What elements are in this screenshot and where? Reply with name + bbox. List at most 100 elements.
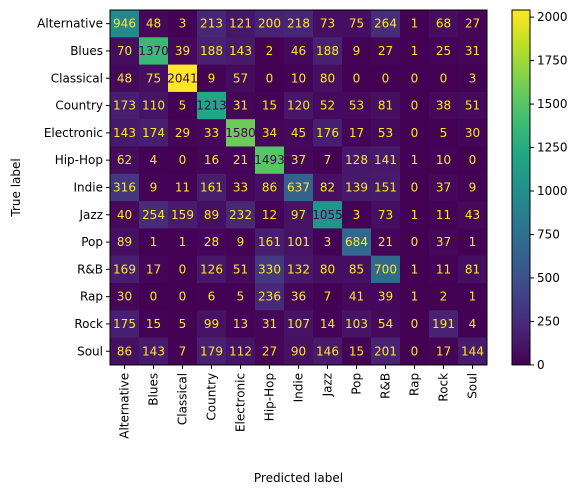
y-tick-label: Electronic <box>44 126 103 140</box>
heatmap-cell-label: 200 <box>258 17 281 31</box>
heatmap-cell <box>110 337 140 366</box>
heatmap-cell <box>110 64 140 93</box>
heatmap-cell <box>342 201 372 229</box>
heatmap-cell <box>110 255 140 284</box>
heatmap-cell <box>168 228 198 257</box>
heatmap-cell <box>313 37 343 66</box>
heatmap-cell-label: 41 <box>349 290 364 304</box>
heatmap-cell-label: 51 <box>233 262 248 276</box>
heatmap-cell <box>313 91 343 120</box>
heatmap-cell <box>110 37 140 66</box>
heatmap-cell <box>284 255 314 284</box>
heatmap-cell <box>342 91 372 120</box>
heatmap-cell <box>226 228 256 257</box>
heatmap-cell <box>342 64 372 93</box>
heatmap-cell-label: 7 <box>324 153 332 167</box>
heatmap-cell-label: 30 <box>465 126 480 140</box>
heatmap-cell-label: 0 <box>411 180 419 194</box>
heatmap-cell-label: 112 <box>229 344 252 358</box>
heatmap-cell-label: 1 <box>411 44 419 58</box>
heatmap-cell-label: 0 <box>411 126 419 140</box>
heatmap-cell-label: 0 <box>266 71 274 85</box>
heatmap-cell-label: 11 <box>436 208 451 222</box>
heatmap-cell-label: 37 <box>436 235 451 249</box>
heatmap-cell-label: 17 <box>436 344 451 358</box>
heatmap-cell <box>429 146 459 175</box>
heatmap-cell-label: 218 <box>287 17 310 31</box>
x-tick-label: R&B <box>379 373 393 399</box>
heatmap-cell <box>313 10 343 38</box>
heatmap-cell <box>400 64 430 93</box>
heatmap-cell-label: 75 <box>349 17 364 31</box>
heatmap-cell <box>197 201 227 229</box>
heatmap-cell <box>458 228 488 257</box>
heatmap-cell-label: 0 <box>150 290 158 304</box>
heatmap-cell-label: 1055 <box>312 208 343 222</box>
heatmap-cell-label: 33 <box>204 126 219 140</box>
heatmap-cell-label: 39 <box>378 290 393 304</box>
x-tick-label: Electronic <box>234 373 248 432</box>
heatmap-cell-label: 9 <box>237 235 245 249</box>
heatmap-cell-label: 2 <box>440 290 448 304</box>
heatmap-cell-label: 10 <box>291 71 306 85</box>
heatmap-cell <box>139 255 169 284</box>
y-axis-label: True label <box>9 158 23 217</box>
heatmap-cell-label: 173 <box>113 99 136 113</box>
heatmap-cell-label: 946 <box>113 17 136 31</box>
heatmap-cell <box>255 201 285 229</box>
heatmap-cell <box>197 283 227 311</box>
heatmap-cell-label: 120 <box>287 99 310 113</box>
heatmap-cell <box>197 91 227 120</box>
heatmap-cell-label: 188 <box>200 44 223 58</box>
heatmap-cell-label: 316 <box>113 180 136 194</box>
heatmap-cell <box>168 201 198 229</box>
heatmap-cell <box>139 201 169 229</box>
heatmap-cell-label: 70 <box>117 44 132 58</box>
heatmap-cell-label: 16 <box>204 153 219 167</box>
colorbar-tick-label: 750 <box>537 227 560 241</box>
heatmap-cell <box>400 201 430 229</box>
heatmap-cells <box>110 10 488 366</box>
heatmap-cell-label: 1370 <box>138 44 169 58</box>
heatmap-cell <box>255 119 285 147</box>
heatmap-cell <box>139 228 169 257</box>
heatmap-cell <box>197 337 227 366</box>
heatmap-cell-label: 89 <box>204 208 219 222</box>
heatmap-cell-label: 7 <box>179 344 187 358</box>
heatmap-cell-label: 236 <box>258 290 281 304</box>
colorbar-tick-label: 1750 <box>537 54 568 68</box>
heatmap-cell <box>342 228 372 257</box>
heatmap-cell <box>458 91 488 120</box>
heatmap-cell-label: 1213 <box>196 99 227 113</box>
heatmap-cell <box>400 91 430 120</box>
heatmap-cell-label: 9 <box>353 44 361 58</box>
y-tick-label: Blues <box>70 44 103 58</box>
heatmap-cell <box>168 310 198 339</box>
heatmap-cell <box>400 173 430 202</box>
heatmap-cell-label: 31 <box>233 99 248 113</box>
heatmap-cell <box>284 119 314 147</box>
heatmap-cell <box>458 119 488 147</box>
heatmap-cell-label: 1580 <box>225 126 256 140</box>
colorbar <box>511 9 531 366</box>
y-tick-label: Indie <box>74 180 103 194</box>
heatmap-cell-label: 3 <box>324 235 332 249</box>
heatmap-cell <box>313 310 343 339</box>
heatmap-cell-label: 121 <box>229 17 252 31</box>
heatmap-cell-label: 80 <box>320 71 335 85</box>
heatmap-cell <box>429 310 459 339</box>
heatmap-cell-label: 169 <box>113 262 136 276</box>
heatmap-cell <box>168 283 198 311</box>
heatmap-cell-label: 191 <box>432 317 455 331</box>
heatmap-cell <box>371 228 401 257</box>
heatmap-cell-label: 1 <box>469 235 477 249</box>
heatmap-cell <box>429 173 459 202</box>
heatmap-cell-label: 0 <box>469 153 477 167</box>
heatmap-cell <box>429 255 459 284</box>
heatmap-cell <box>400 37 430 66</box>
heatmap-cell <box>139 283 169 311</box>
heatmap-cell <box>197 64 227 93</box>
heatmap-cell-label: 1 <box>411 208 419 222</box>
heatmap-cell-label: 7 <box>324 290 332 304</box>
